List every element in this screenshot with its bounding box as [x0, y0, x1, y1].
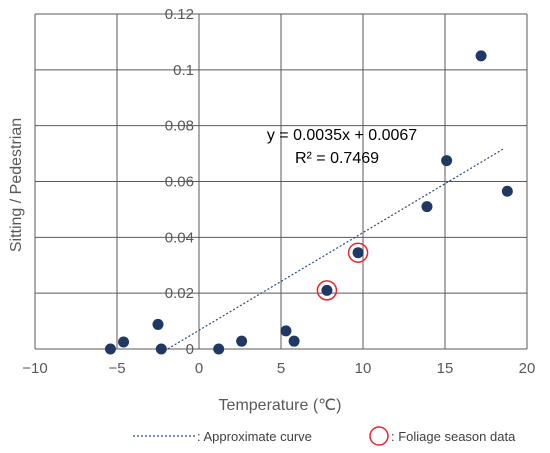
legend: : Approximate curve : Foliage season dat…: [133, 426, 516, 446]
x-tick-label: 20: [519, 360, 536, 377]
trendline: [167, 148, 505, 350]
y-tick-label: 0.12: [165, 6, 194, 23]
legend-foliage-season-data: : Foliage season data: [391, 429, 516, 444]
foliage-highlight-circle: [316, 280, 338, 301]
data-point: [236, 335, 248, 347]
legend-approximate-curve: : Approximate curve: [197, 429, 312, 444]
y-tick-label: 0.04: [165, 229, 194, 246]
y-tick-label: 0.02: [165, 285, 194, 302]
x-axis-title: Temperature (℃): [219, 397, 342, 414]
data-point: [213, 343, 225, 355]
y-tick-label: 0.08: [165, 118, 194, 135]
y-tick-labels: 0 0.02 0.04 0.06 0.08 0.1 0.12: [165, 6, 194, 358]
data-point: [152, 318, 164, 330]
x-tick-label: 5: [277, 360, 285, 377]
y-tick-label: 0.1: [173, 62, 194, 79]
data-point: [352, 247, 364, 259]
x-tick-label: −10: [22, 360, 47, 377]
data-point: [441, 155, 453, 167]
equation-label: y = 0.0035x + 0.0067: [267, 127, 417, 144]
x-tick-label: 15: [437, 360, 454, 377]
data-point: [421, 201, 433, 213]
foliage-highlight-circle: [347, 242, 369, 263]
data-point: [288, 335, 300, 347]
x-tick-label: 0: [195, 360, 203, 377]
data-point: [501, 185, 513, 197]
data-point: [280, 325, 292, 337]
legend-red-circle-marker: [369, 426, 389, 446]
data-points: [104, 50, 513, 355]
data-point: [475, 50, 487, 62]
y-tick-label: 0.06: [165, 174, 194, 191]
data-point: [104, 343, 116, 355]
y-tick-label: 0: [186, 341, 194, 358]
x-tick-label: 10: [355, 360, 372, 377]
y-axis-title: Sitting / Pedestrian: [8, 118, 25, 252]
data-point: [118, 336, 130, 348]
r-squared-label: R² = 0.7469: [295, 150, 379, 167]
data-point: [321, 284, 333, 296]
data-point: [155, 343, 167, 355]
x-tick-labels: −10 −5 0 5 10 15 20: [22, 360, 535, 377]
x-tick-label: −5: [108, 360, 125, 377]
foliage-highlights: [316, 242, 369, 301]
grid: [34, 13, 528, 350]
